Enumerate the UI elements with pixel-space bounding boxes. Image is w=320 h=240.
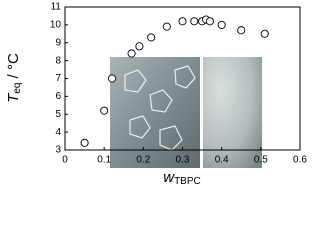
point xyxy=(100,106,109,115)
point xyxy=(190,17,199,26)
y-tick-label: 10 xyxy=(50,20,62,31)
x-axis-label: wTBPC xyxy=(163,169,201,187)
x-tick-label: 0.1 xyxy=(97,155,111,166)
y-tick-label: 6 xyxy=(55,91,61,102)
x-label-subscript: TBPC xyxy=(174,176,201,187)
x-tick-label: 0.3 xyxy=(176,155,190,166)
inset-photo xyxy=(110,57,200,168)
point xyxy=(127,49,136,58)
inset-photo xyxy=(203,57,262,168)
x-label-symbol: w xyxy=(163,169,175,186)
y-tick-label: 5 xyxy=(55,109,61,120)
x-tick-label: 0.5 xyxy=(254,155,268,166)
point xyxy=(205,17,214,26)
point xyxy=(135,42,144,51)
x-tick-label: 0.4 xyxy=(215,155,229,166)
crystal-shapes xyxy=(124,65,196,151)
point xyxy=(237,26,246,35)
y-tick-label: 7 xyxy=(55,73,61,84)
y-label-unit: / °C xyxy=(5,53,22,83)
x-tick-label: 0.6 xyxy=(293,155,307,166)
chart: Teq / °C wTBPC 3 4 5 6 7 8 9 10 11 0 0.1 0.2 0.3 0.4 0… xyxy=(5,2,307,187)
point xyxy=(147,33,156,42)
point xyxy=(162,22,171,31)
x-tick-label: 0.2 xyxy=(136,155,150,166)
point xyxy=(107,74,117,83)
point xyxy=(260,29,269,38)
x-tick-label: 0 xyxy=(62,155,68,166)
y-tick-label: 11 xyxy=(51,2,62,13)
y-tick-label: 4 xyxy=(55,127,61,138)
y-label-subscript: eq xyxy=(12,83,23,94)
y-tick-label: 3 xyxy=(55,145,61,156)
point xyxy=(178,17,187,26)
point xyxy=(217,20,226,29)
y-axis-label: Teq / °C xyxy=(5,53,23,103)
y-tick-label: 8 xyxy=(55,55,61,66)
y-label-symbol: T xyxy=(5,92,22,103)
point xyxy=(80,138,89,147)
y-tick-label: 9 xyxy=(55,37,61,48)
